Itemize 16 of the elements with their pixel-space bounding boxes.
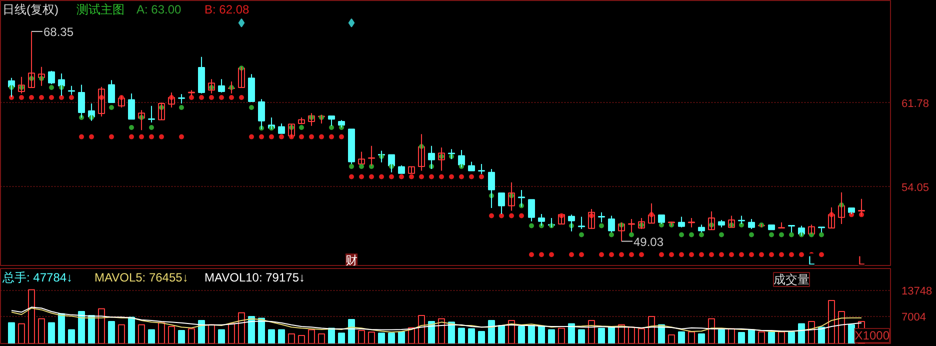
y-tick-label: 54.05 (902, 182, 930, 194)
annotation: 成交量 (774, 272, 810, 286)
annotation: 68.35 (44, 24, 74, 39)
y-tick-label: 61.78 (902, 98, 930, 110)
annotation: L (858, 254, 866, 268)
text: MAVOL5: 76455↓ (94, 270, 188, 284)
text: MAVOL10: 79175↓ (204, 270, 306, 284)
annotation: 49.03 (634, 234, 664, 249)
chart-title: 日线(复权) (2, 2, 58, 16)
y-tick-label: 13748 (902, 285, 932, 298)
text: B: 62.08 (204, 2, 250, 16)
annotation: L (808, 254, 816, 268)
text: A: 63.00 (136, 2, 182, 16)
series-label: 总手: 47784↓ (2, 270, 73, 284)
chart-subtitle: 测试主图 (76, 2, 124, 16)
y-tick-label: 7004 (902, 311, 926, 324)
